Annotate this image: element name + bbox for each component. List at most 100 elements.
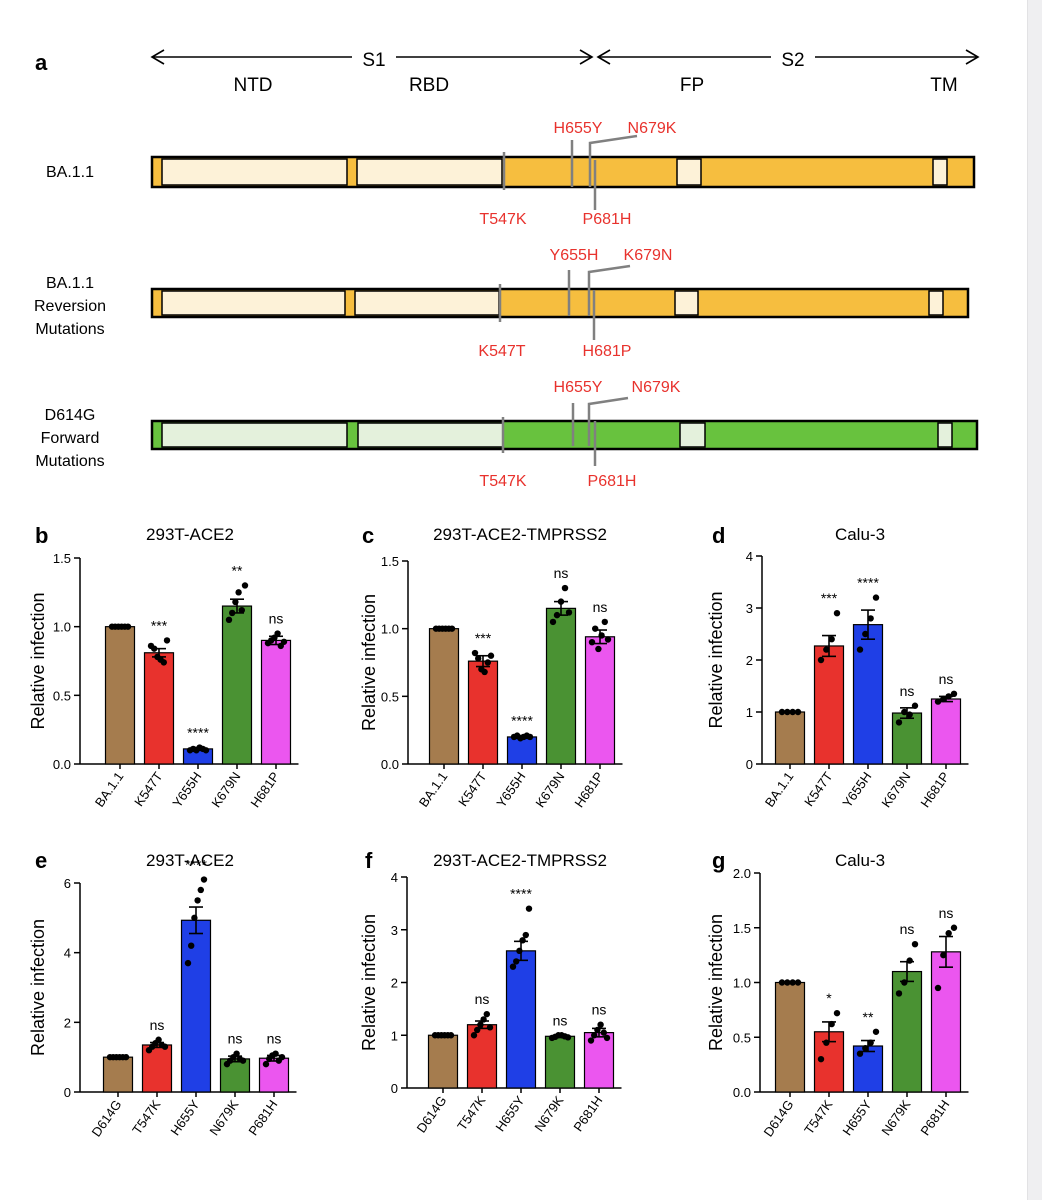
x-tick-label: BA.1.1 bbox=[762, 769, 797, 810]
data-point bbox=[470, 1032, 478, 1039]
s2-label-bg bbox=[771, 45, 815, 71]
data-point bbox=[200, 876, 208, 883]
ntd-segment bbox=[161, 290, 346, 316]
y-tick-label: 0.0 bbox=[733, 1085, 751, 1100]
significance-label: ns bbox=[939, 905, 954, 921]
data-point bbox=[945, 693, 952, 700]
data-point bbox=[604, 636, 612, 643]
data-point bbox=[565, 609, 573, 616]
y-tick-label: 4 bbox=[746, 549, 753, 564]
x-tick-label: BA.1.1 bbox=[92, 769, 127, 810]
panel-letter-e: e bbox=[35, 848, 47, 873]
tm-segment bbox=[937, 422, 953, 448]
y-tick-label: 2 bbox=[391, 976, 398, 991]
x-tick-label: K547T bbox=[455, 769, 489, 809]
data-point bbox=[950, 690, 958, 697]
x-tick-label: N679K bbox=[878, 1097, 913, 1138]
data-point bbox=[483, 1010, 490, 1018]
data-point bbox=[594, 1026, 601, 1034]
y-tick-label: 3 bbox=[391, 923, 398, 938]
data-point bbox=[940, 951, 947, 959]
significance-label: ns bbox=[554, 565, 569, 581]
data-point bbox=[225, 616, 233, 623]
data-point bbox=[526, 733, 534, 741]
data-point bbox=[940, 695, 947, 703]
data-point bbox=[557, 598, 565, 605]
ntd-segment bbox=[161, 158, 348, 186]
data-point bbox=[475, 655, 482, 662]
ntd-segment bbox=[161, 422, 348, 448]
x-tick-label: Y655H bbox=[169, 769, 204, 810]
data-point bbox=[522, 931, 529, 939]
x-tick-label: D614G bbox=[89, 1097, 125, 1139]
data-point bbox=[197, 886, 204, 894]
x-tick-label: BA.1.1 bbox=[416, 769, 451, 810]
x-tick-label: K547T bbox=[131, 769, 165, 809]
data-point bbox=[229, 609, 236, 617]
mutation-label-top: N679K bbox=[632, 379, 681, 396]
data-point bbox=[945, 930, 952, 937]
significance-label: **** bbox=[857, 575, 879, 591]
data-point bbox=[486, 1024, 494, 1031]
bar bbox=[852, 624, 884, 765]
data-point bbox=[901, 708, 908, 716]
bar bbox=[427, 1034, 459, 1089]
data-point bbox=[262, 1060, 270, 1068]
data-point bbox=[447, 1032, 455, 1039]
data-point bbox=[519, 937, 526, 944]
s1-arrow-left bbox=[150, 49, 165, 65]
data-point bbox=[232, 598, 239, 606]
y-axis-label: Relative infection bbox=[359, 914, 379, 1051]
data-point bbox=[587, 1037, 595, 1044]
data-point bbox=[194, 897, 201, 904]
row-label-line: Mutations bbox=[35, 453, 104, 470]
bar bbox=[180, 919, 212, 1093]
y-tick-label: 0.0 bbox=[53, 757, 71, 772]
significance-label: ** bbox=[863, 1009, 874, 1025]
y-tick-label: 1.0 bbox=[53, 620, 71, 635]
y-axis-label: Relative infection bbox=[28, 592, 48, 729]
data-point bbox=[789, 708, 796, 716]
s1-label: S1 bbox=[362, 50, 385, 71]
data-point bbox=[516, 947, 523, 955]
mutation-line-679 bbox=[588, 134, 638, 187]
s2-arrow-right bbox=[965, 49, 980, 65]
data-point bbox=[862, 630, 869, 638]
panel-letter-g: g bbox=[712, 848, 725, 873]
y-tick-label: 1.5 bbox=[733, 921, 751, 936]
data-point bbox=[481, 668, 488, 676]
data-point bbox=[794, 979, 802, 986]
data-point bbox=[241, 582, 249, 589]
ntd-label: NTD bbox=[233, 75, 272, 96]
bar bbox=[221, 605, 253, 765]
chart-title: 293T-ACE2 bbox=[146, 851, 234, 870]
y-tick-label: 0.5 bbox=[381, 689, 399, 704]
significance-label: **** bbox=[510, 886, 532, 902]
tm-label: TM bbox=[930, 75, 957, 96]
y-tick-label: 0 bbox=[746, 757, 753, 772]
y-tick-label: 4 bbox=[64, 946, 71, 961]
y-axis-label: Relative infection bbox=[706, 591, 726, 728]
bar bbox=[891, 970, 923, 1093]
chart-panel-c: c 293T-ACE2-TMPRSS2 Relative infection 0.0 0… bbox=[359, 523, 623, 810]
s1-arrow-right bbox=[579, 49, 594, 65]
significance-label: ns bbox=[475, 991, 490, 1007]
x-tick-label: P681H bbox=[917, 1097, 952, 1138]
x-tick-label: H681P bbox=[917, 769, 952, 810]
y-tick-label: 1.5 bbox=[53, 551, 71, 566]
data-point bbox=[151, 645, 158, 652]
panel-letter-d: d bbox=[712, 523, 725, 548]
chart-title: Calu-3 bbox=[835, 851, 885, 870]
data-point bbox=[595, 645, 602, 653]
y-tick-label: 0 bbox=[391, 1081, 398, 1096]
scrollbar[interactable] bbox=[1027, 0, 1042, 1200]
data-point bbox=[856, 1050, 864, 1057]
data-point bbox=[872, 1028, 880, 1035]
data-point bbox=[474, 1026, 481, 1034]
x-tick-label: T547K bbox=[129, 1097, 163, 1137]
y-axis-label: Relative infection bbox=[359, 594, 379, 731]
data-point bbox=[784, 979, 791, 986]
chart-panel-e: e 293T-ACE2 Relative infection 0 2 4 6 D614G T54… bbox=[28, 848, 297, 1139]
y-axis-label: Relative infection bbox=[706, 914, 726, 1051]
